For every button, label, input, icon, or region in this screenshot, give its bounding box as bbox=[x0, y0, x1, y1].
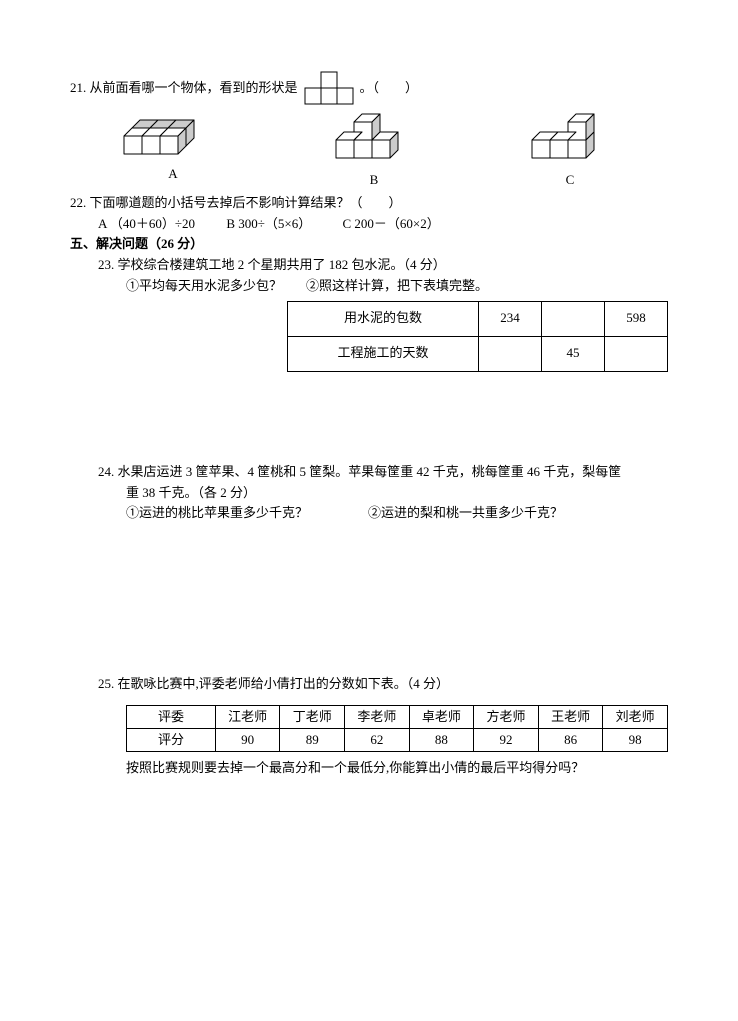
q23-c5: 45 bbox=[542, 336, 605, 371]
q25-s4: 92 bbox=[474, 728, 539, 751]
q22-stem: 22. 下面哪道题的小括号去掉后不影响计算结果？（ ） bbox=[70, 193, 668, 214]
q22-opt-a: A （40＋60）÷20 bbox=[98, 216, 195, 231]
section-5-title: 五、解决问题（26 分） bbox=[70, 234, 668, 255]
q24-line1: 24. 水果店运进 3 筐苹果、4 筐桃和 5 筐梨。苹果每筐重 42 千克，桃… bbox=[98, 462, 668, 483]
table-row: 工程施工的天数 45 bbox=[288, 336, 668, 371]
q25-table: 评委 江老师 丁老师 李老师 卓老师 方老师 王老师 刘老师 评分 90 89 … bbox=[126, 705, 668, 752]
q25-note: 按照比赛规则要去掉一个最高分和一个最低分,你能算出小倩的最后平均得分吗？ bbox=[126, 758, 668, 779]
table-row: 评委 江老师 丁老师 李老师 卓老师 方老师 王老师 刘老师 bbox=[127, 705, 668, 728]
q21-shape-a bbox=[118, 112, 228, 162]
q25-h3: 李老师 bbox=[345, 705, 410, 728]
q24-sub2: ②运进的梨和桃一共重多少千克？ bbox=[368, 503, 563, 524]
q23-c6 bbox=[605, 336, 668, 371]
q25-s5: 86 bbox=[538, 728, 603, 751]
q21-suffix: 。（ ） bbox=[360, 78, 419, 99]
q21-label-c: C bbox=[566, 170, 575, 191]
q23-subs: ①平均每天用水泥多少包？ ②照这样计算，把下表填完整。 bbox=[126, 276, 668, 297]
q23-r2-label: 工程施工的天数 bbox=[288, 336, 479, 371]
q21-target-shape bbox=[304, 70, 354, 106]
q23-stem: 23. 学校综合楼建筑工地 2 个星期共用了 182 包水泥。（4 分） bbox=[98, 255, 668, 276]
q25-h6: 王老师 bbox=[538, 705, 603, 728]
q25-h2: 丁老师 bbox=[280, 705, 345, 728]
q21-label-b: B bbox=[370, 170, 379, 191]
q22-options: A （40＋60）÷20 B 300÷（5×6） C 200－（60×2） bbox=[98, 214, 668, 235]
q21-prefix: 21. 从前面看哪一个物体，看到的形状是 bbox=[70, 78, 298, 99]
q23-c2 bbox=[542, 301, 605, 336]
q21-options: A B bbox=[70, 112, 668, 191]
q25-h0: 评委 bbox=[127, 705, 216, 728]
q22-opt-c: C 200－（60×2） bbox=[342, 216, 439, 231]
q25-s3: 88 bbox=[409, 728, 474, 751]
q25-s0: 90 bbox=[215, 728, 280, 751]
q23-c1: 234 bbox=[479, 301, 542, 336]
q21-shape-b bbox=[324, 112, 424, 168]
q25-s2: 62 bbox=[345, 728, 410, 751]
q24-sub1: ①运进的桃比苹果重多少千克？ bbox=[126, 503, 308, 524]
q25-s1: 89 bbox=[280, 728, 345, 751]
q23-table: 用水泥的包数 234 598 工程施工的天数 45 bbox=[287, 301, 668, 372]
q21-option-b: B bbox=[324, 112, 424, 191]
q24-line2: 重 38 千克。（各 2 分） bbox=[126, 483, 668, 504]
q21-label-a: A bbox=[168, 164, 177, 185]
q21-stem: 21. 从前面看哪一个物体，看到的形状是 。（ ） bbox=[70, 70, 668, 106]
q23-c3: 598 bbox=[605, 301, 668, 336]
q23-c4 bbox=[479, 336, 542, 371]
table-row: 评分 90 89 62 88 92 86 98 bbox=[127, 728, 668, 751]
q25-s6: 98 bbox=[603, 728, 668, 751]
q21-option-a: A bbox=[118, 112, 228, 191]
q23-sub1: ①平均每天用水泥多少包？ bbox=[126, 276, 282, 297]
q25-h5: 方老师 bbox=[474, 705, 539, 728]
q25-h1: 江老师 bbox=[215, 705, 280, 728]
q23-r1-label: 用水泥的包数 bbox=[288, 301, 479, 336]
q25-rlabel: 评分 bbox=[127, 728, 216, 751]
q22-opt-b: B 300÷（5×6） bbox=[226, 216, 311, 231]
q21-option-c: C bbox=[520, 112, 620, 191]
q25-h4: 卓老师 bbox=[409, 705, 474, 728]
table-row: 用水泥的包数 234 598 bbox=[288, 301, 668, 336]
q25-h7: 刘老师 bbox=[603, 705, 668, 728]
q21-shape-c bbox=[520, 112, 620, 168]
q24-subs: ①运进的桃比苹果重多少千克？ ②运进的梨和桃一共重多少千克？ bbox=[126, 503, 668, 524]
q25-stem: 25. 在歌咏比赛中,评委老师给小倩打出的分数如下表。（4 分） bbox=[98, 674, 668, 695]
q23-sub2: ②照这样计算，把下表填完整。 bbox=[306, 276, 488, 297]
